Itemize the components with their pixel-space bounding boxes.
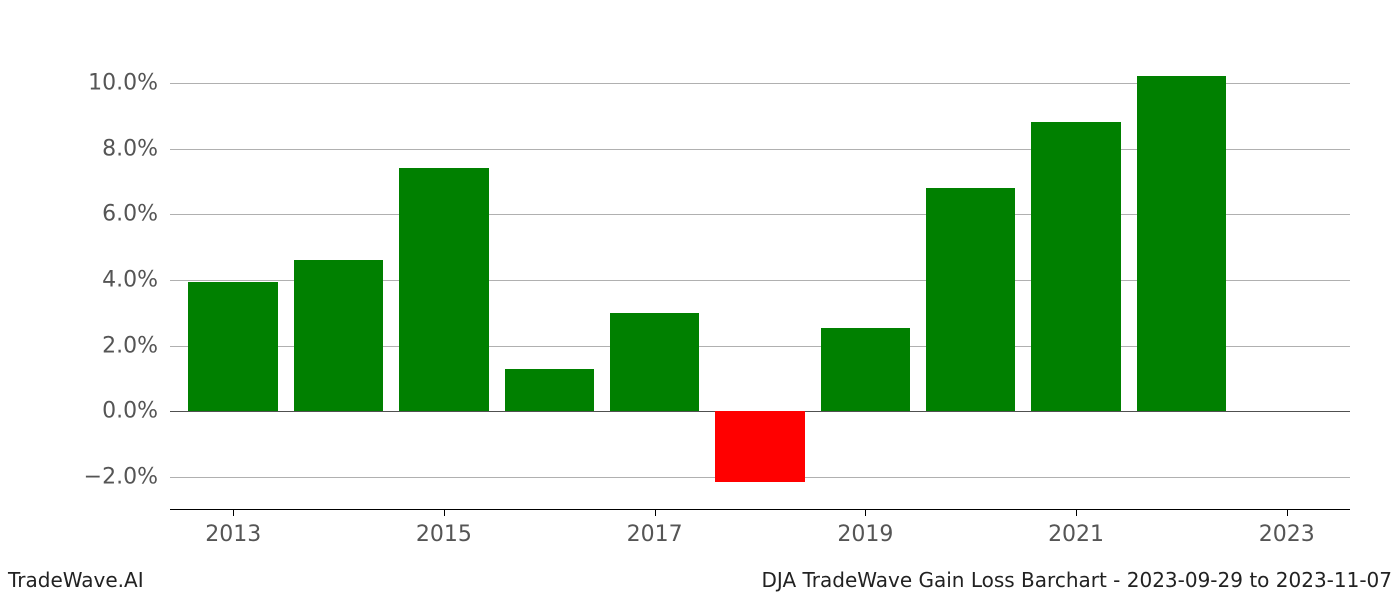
plot-area: [170, 50, 1350, 510]
bar: [294, 260, 384, 411]
x-tick-label: 2013: [205, 522, 261, 547]
bar: [188, 282, 278, 412]
x-tick-mark: [233, 510, 234, 516]
bar: [505, 369, 595, 412]
bar: [1031, 122, 1121, 411]
footer-right-text: DJA TradeWave Gain Loss Barchart - 2023-…: [762, 568, 1393, 592]
y-tick-label: 2.0%: [102, 333, 158, 358]
x-tick-label: 2019: [837, 522, 893, 547]
y-tick-label: 6.0%: [102, 202, 158, 227]
y-tick-label: −2.0%: [84, 465, 158, 490]
bar: [926, 188, 1016, 411]
x-tick-label: 2023: [1259, 522, 1315, 547]
x-tick-label: 2021: [1048, 522, 1104, 547]
x-tick-label: 2017: [627, 522, 683, 547]
bar: [399, 168, 489, 411]
y-tick-label: 10.0%: [88, 70, 158, 95]
bar: [715, 411, 805, 482]
bar: [610, 313, 700, 412]
x-tick-mark: [1287, 510, 1288, 516]
chart-container: [170, 50, 1350, 510]
bar: [1137, 76, 1227, 411]
x-tick-mark: [1076, 510, 1077, 516]
x-tick-label: 2015: [416, 522, 472, 547]
y-tick-label: 8.0%: [102, 136, 158, 161]
y-tick-label: 4.0%: [102, 268, 158, 293]
bar: [821, 328, 911, 412]
x-tick-mark: [655, 510, 656, 516]
x-tick-mark: [865, 510, 866, 516]
footer-left-text: TradeWave.AI: [8, 568, 144, 592]
x-tick-mark: [444, 510, 445, 516]
y-tick-label: 0.0%: [102, 399, 158, 424]
